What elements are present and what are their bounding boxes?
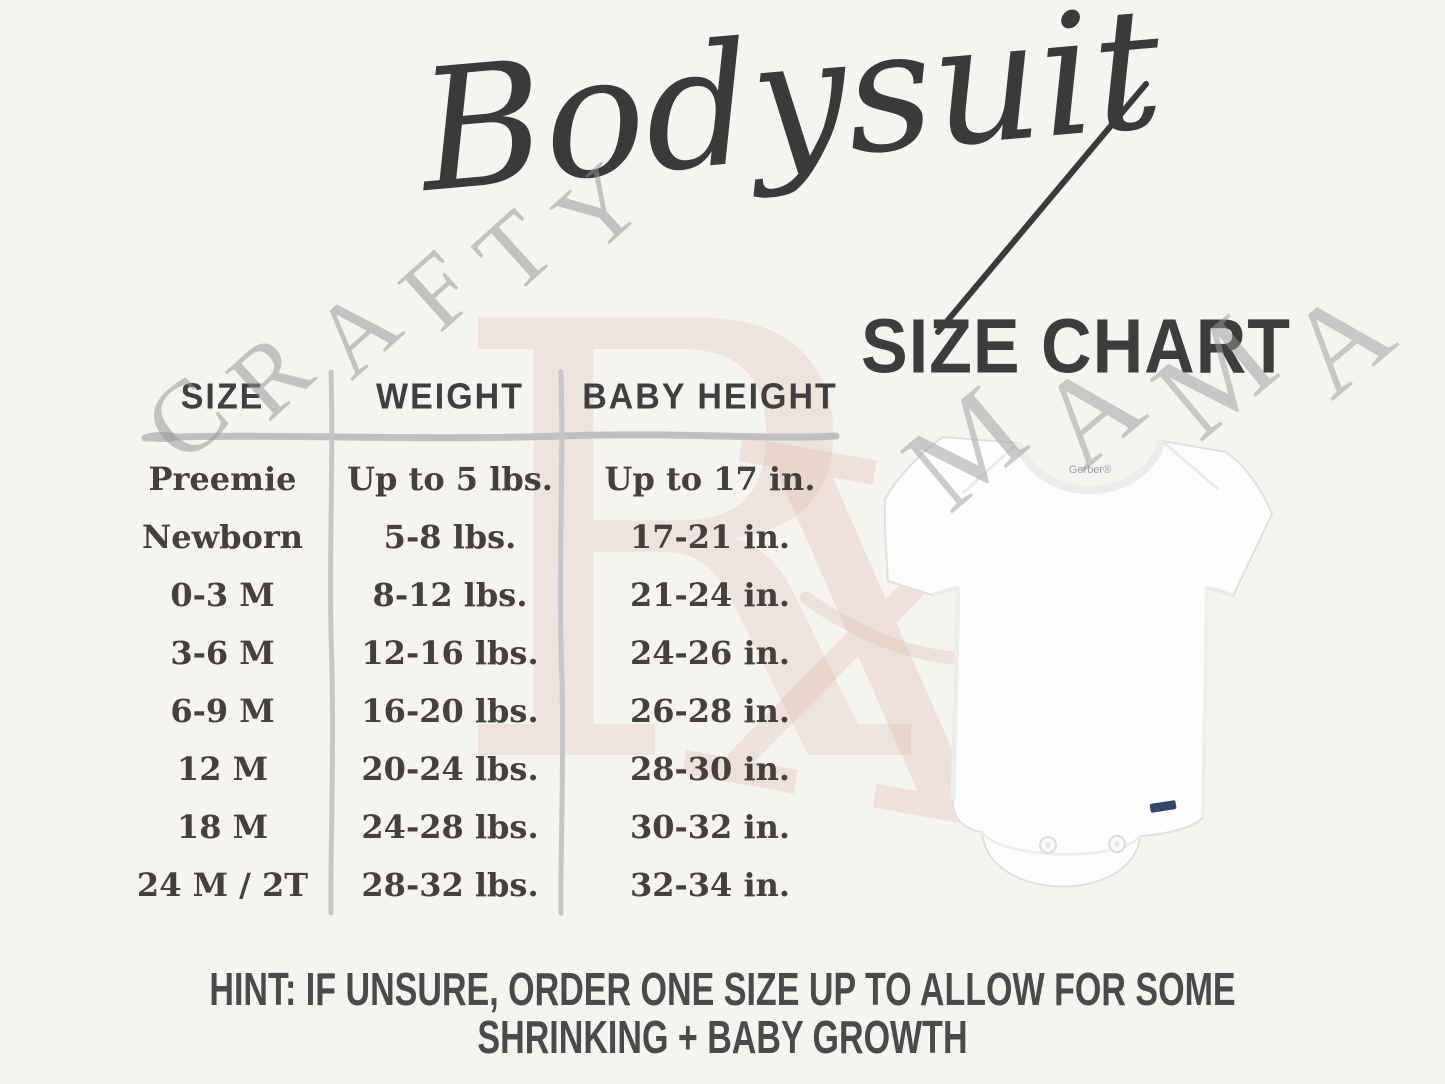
crotch-flap-seam [980,831,1142,856]
table-cell: 3-6 M [170,634,275,672]
table-cell: 30-32 in. [629,808,791,846]
table-cell: 24 M / 2T [136,866,309,904]
table-cell: 26-28 in. [629,692,791,730]
bodysuit-product-image: Gerber® [883,435,1274,888]
table-rule-vertical-1 [328,369,336,916]
table-cell: 28-32 lbs. [361,866,539,904]
column-header-size: SIZE [180,376,265,417]
hint-line-2: SHRINKING + BABY GROWTH [477,1011,968,1063]
neckline-band [1014,439,1166,494]
table-cell: Up to 5 lbs. [347,460,553,498]
hint-line-1: HINT: IF UNSURE, ORDER ONE SIZE UP TO AL… [209,963,1236,1015]
table-rule-vertical-2 [558,369,566,916]
column-header-height: BABY HEIGHT [582,376,838,417]
table-rule-horizontal [141,431,840,442]
column-header-weight: WEIGHT [376,376,524,417]
table-cell: 12-16 lbs. [361,634,539,672]
table-cell: 28-30 in. [629,750,791,788]
brand-label: Gerber® [1069,464,1111,476]
bodysuit-shape: Gerber® [883,435,1274,888]
table-cell: 20-24 lbs. [361,750,539,788]
size-table-header: SIZE WEIGHT BABY HEIGHT [110,374,855,420]
table-cell: 16-20 lbs. [361,692,539,730]
table-cell: Newborn [142,518,303,556]
envelope-fold-right [1161,439,1219,491]
hem-tag [1149,800,1177,813]
table-cell: 21-24 in. [629,576,791,614]
table-cell: 8-12 lbs. [372,576,528,614]
snap-button [1108,835,1126,853]
table-cell: 12 M [176,750,269,788]
table-cell: 17-21 in. [629,518,791,556]
table-cell: 18 M [176,808,269,846]
page-subtitle: SIZE CHART [861,303,1291,389]
table-cell: 24-26 in. [629,634,791,672]
envelope-fold-left [961,441,1020,495]
table-cell: 24-28 lbs. [361,808,539,846]
table-cell: 0-3 M [170,576,275,614]
script-t-crossbar [935,81,1149,335]
table-cell: Preemie [148,460,297,498]
table-cell: Up to 17 in. [604,460,816,498]
table-cell: 32-34 in. [629,866,791,904]
table-cell: 5-8 lbs. [383,518,517,556]
table-cell: 6-9 M [170,692,275,730]
size-table-body: Preemie Up to 5 lbs. Up to 17 in. Newborn 5-… [110,450,855,914]
snap-button [1039,836,1057,854]
sizing-hint: HINT: IF UNSURE, ORDER ONE SIZE UP TO AL… [0,964,1445,1063]
